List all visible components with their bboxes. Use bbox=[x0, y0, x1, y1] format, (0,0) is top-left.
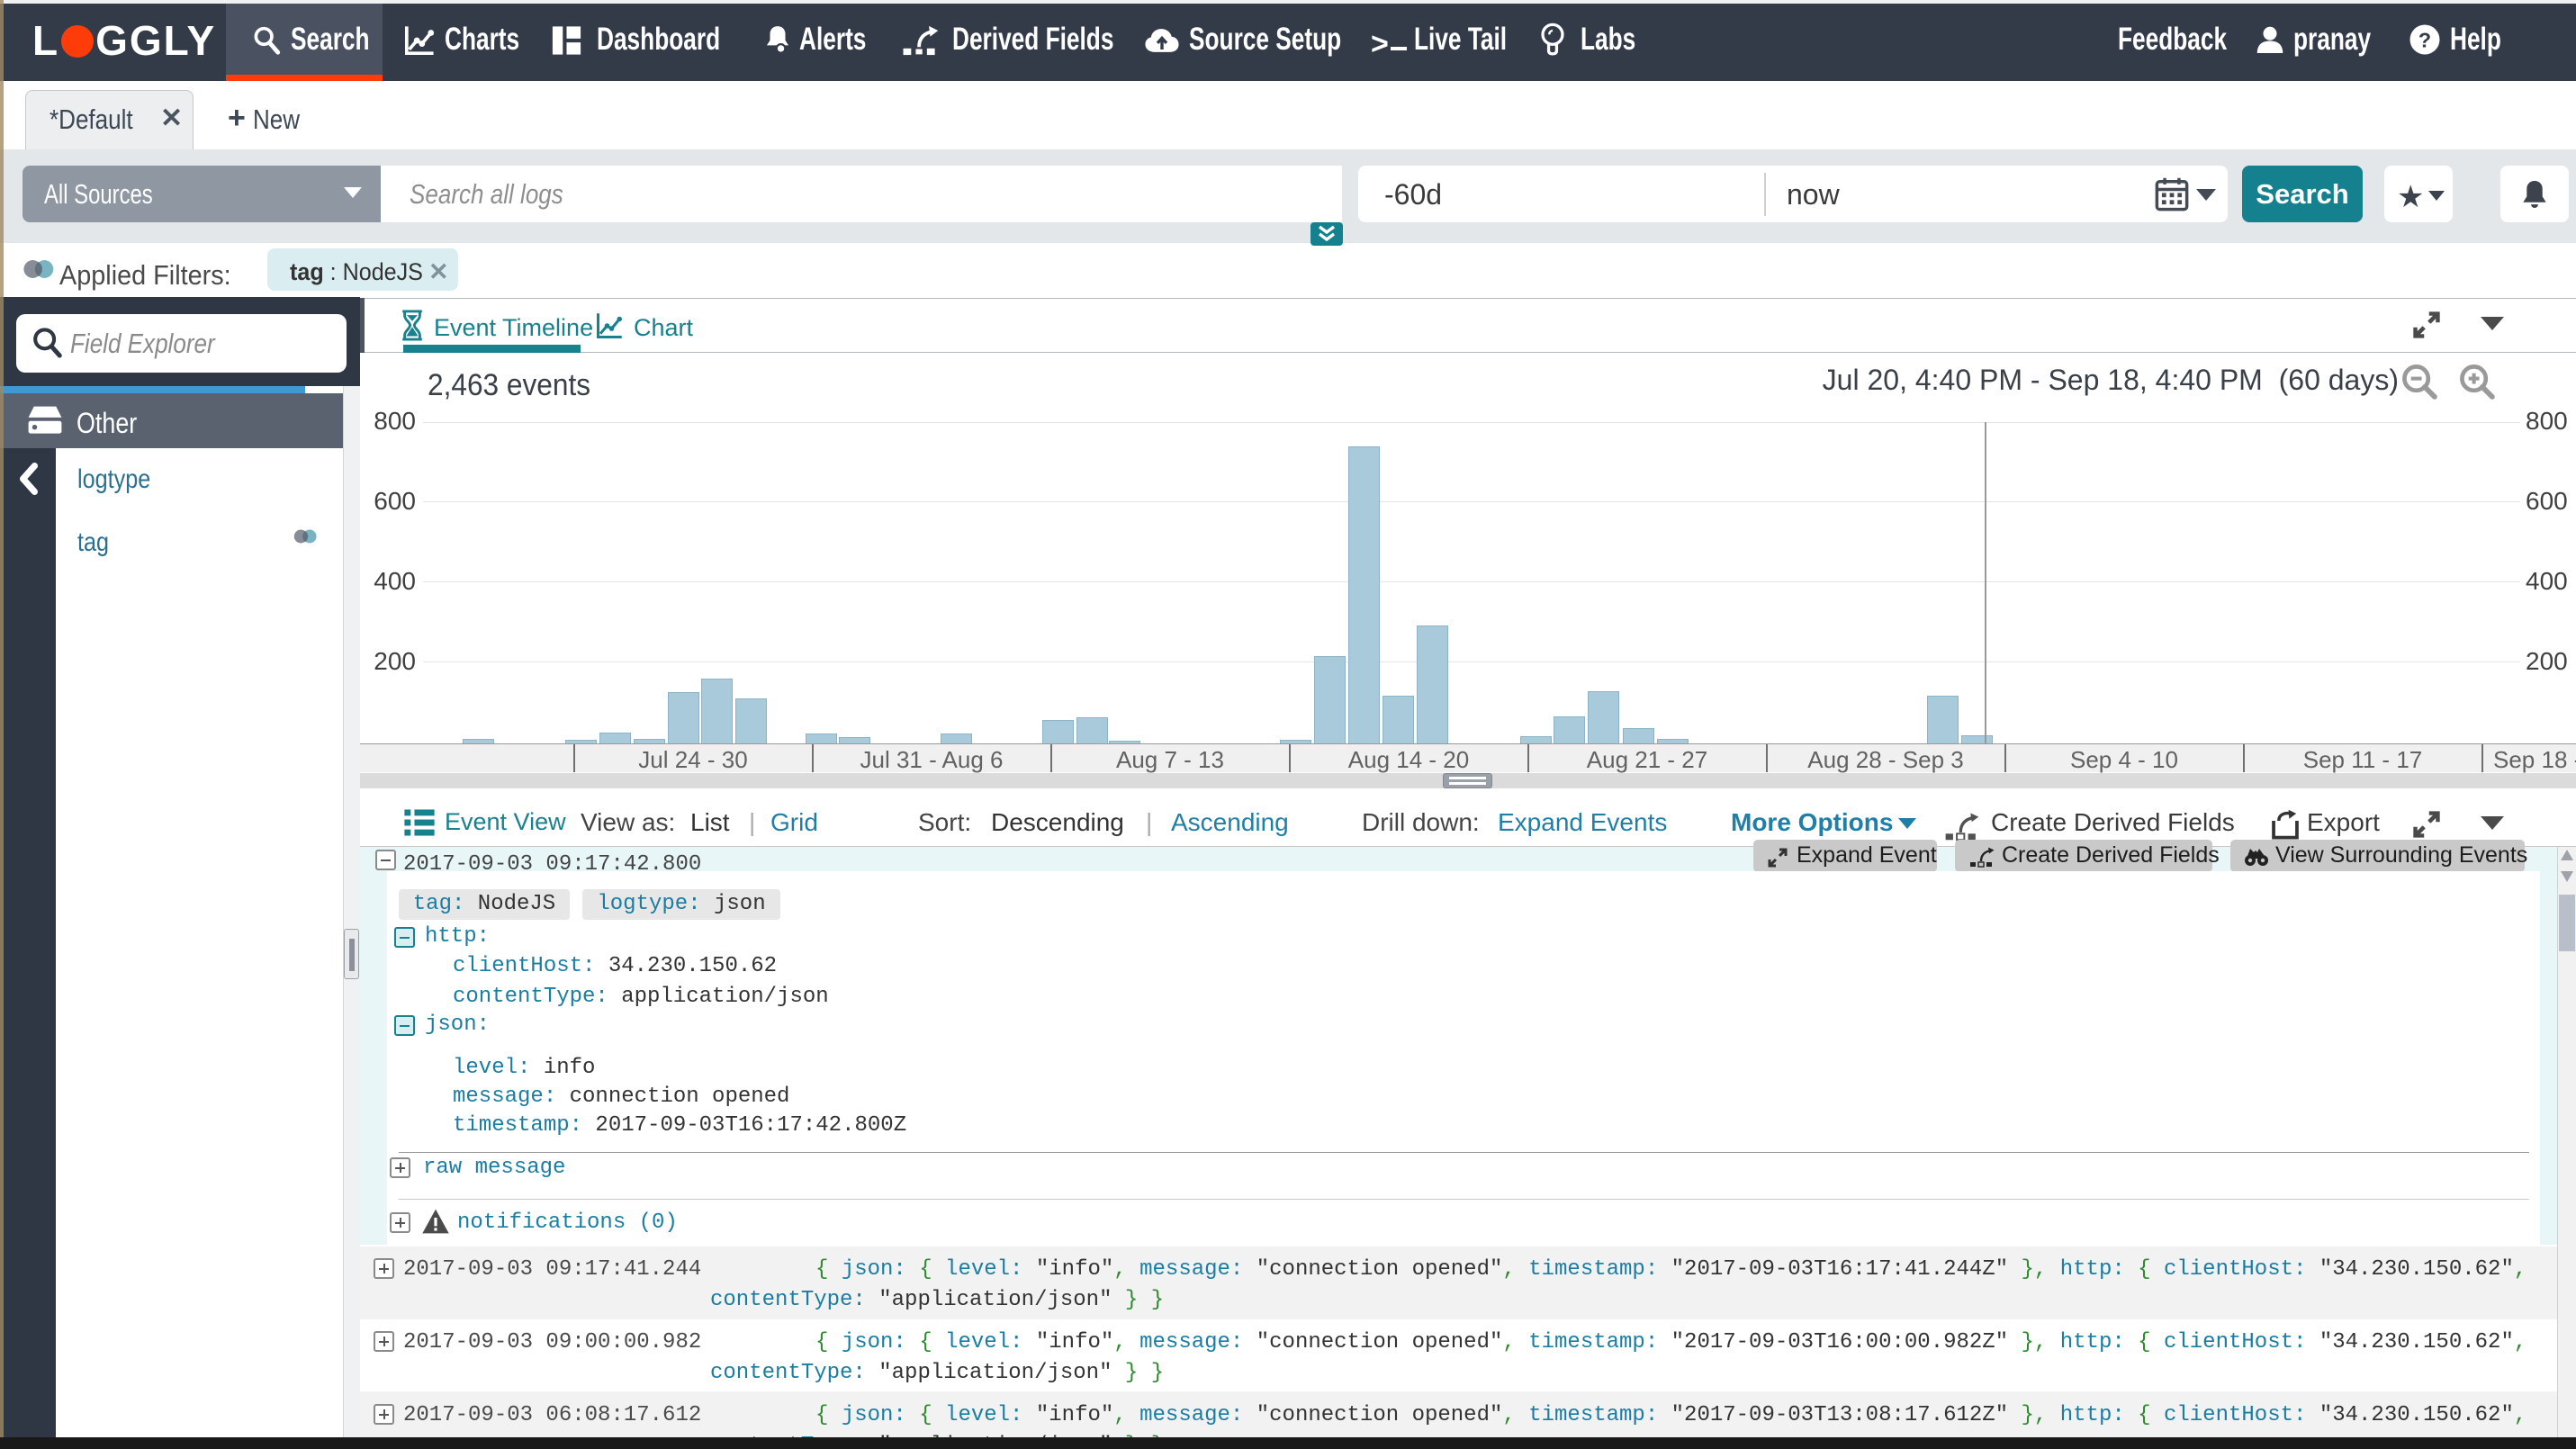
svg-text:?: ? bbox=[2418, 28, 2431, 51]
